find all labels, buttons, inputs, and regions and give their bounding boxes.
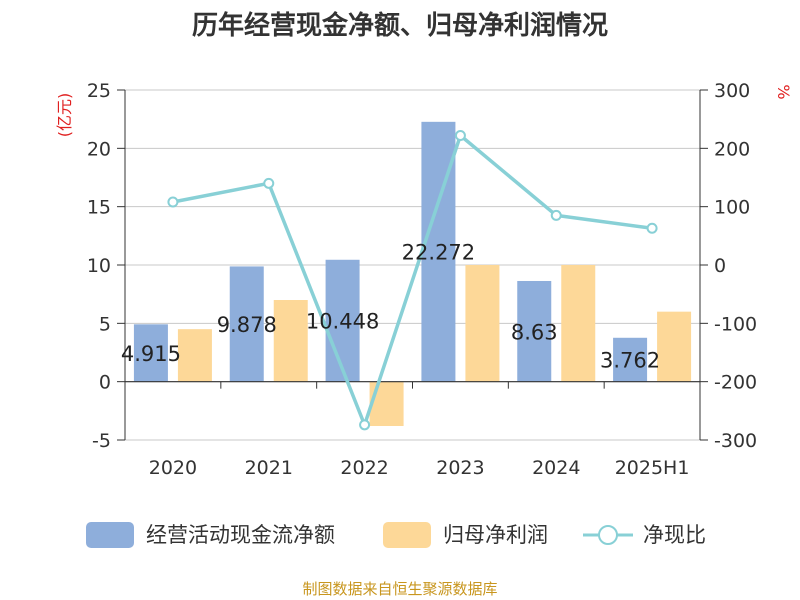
- y-right-tick-label: -200: [714, 372, 757, 394]
- cash-flow-data-label: 22.272: [402, 241, 475, 265]
- legend-swatch-ratio-marker: [598, 525, 618, 545]
- ratio-line: [167, 130, 658, 431]
- bar-net-profit: [465, 265, 500, 382]
- y-left-unit: (亿元): [55, 93, 74, 138]
- x-tick-label: 2021: [245, 457, 293, 479]
- ratio-point: [359, 419, 371, 431]
- y-left-tick-label: -5: [92, 430, 111, 452]
- cash-flow-data-label: 8.63: [511, 320, 558, 344]
- y-right-tick-label: 300: [714, 80, 750, 102]
- y-right-tick-label: 0: [714, 255, 726, 277]
- y-right-tick-label: -300: [714, 430, 757, 452]
- y-left-tick-label: 10: [87, 255, 111, 277]
- y-left-tick-label: 25: [87, 80, 111, 102]
- bar-cash-flow: [229, 266, 264, 382]
- bar-net-profit: [657, 311, 692, 382]
- axes: -5 0 5 10 15 20 25 -300 -200 -100 0 100 200 300 2020 20…: [87, 80, 757, 479]
- bar-net-profit: [177, 329, 212, 382]
- cash-flow-data-label: 10.448: [306, 310, 379, 334]
- bar-net-profit: [561, 265, 596, 382]
- source-note: 制图数据来自恒生聚源数据库: [302, 580, 497, 598]
- ratio-point: [550, 209, 562, 221]
- y-right-tick-label: 200: [714, 138, 750, 160]
- x-tick-label: 2022: [340, 457, 388, 479]
- bar-net-profit: [369, 381, 404, 426]
- chart-title: 历年经营现金净额、归母净利润情况: [192, 10, 608, 41]
- y-left-tick-label: 5: [99, 313, 111, 335]
- bar-net-profit: [273, 300, 308, 382]
- ratio-point: [454, 130, 466, 141]
- y-right-unit: %: [774, 84, 793, 99]
- y-left-tick-label: 0: [99, 372, 111, 394]
- bars: [133, 121, 692, 426]
- bar-cash-flow: [325, 259, 360, 382]
- legend-label-net-profit: 归母净利润: [443, 523, 548, 547]
- cash-flow-data-label: 3.762: [600, 349, 660, 373]
- x-tick-label: 2023: [436, 457, 484, 479]
- ratio-point: [646, 222, 658, 234]
- y-left-tick-label: 20: [87, 138, 111, 160]
- legend-label-cash-flow: 经营活动现金流净额: [146, 523, 335, 547]
- y-right-tick-label: -100: [714, 313, 757, 335]
- x-tick-label: 2025H1: [615, 457, 690, 479]
- legend-swatch-net-profit: [383, 522, 431, 548]
- bar-cash-flow: [613, 337, 648, 382]
- y-right-tick-label: 100: [714, 197, 750, 219]
- x-tick-label: 2020: [149, 457, 197, 479]
- x-tick-label: 2024: [532, 457, 580, 479]
- cash-flow-data-label: 9.878: [217, 313, 277, 337]
- ratio-point: [167, 196, 179, 208]
- cash-flow-data-label: 4.915: [121, 342, 181, 366]
- bar-cash-flow: [133, 324, 168, 382]
- ratio-series-line: [172, 133, 653, 427]
- legend-swatch-cash-flow: [86, 522, 134, 548]
- legend: 经营活动现金流净额 归母净利润 净现比: [86, 522, 706, 548]
- bar-cash-flow: [517, 280, 552, 382]
- data-labels: 4.915 9.878 10.448 22.272 8.63 3.762: [121, 241, 660, 373]
- legend-label-ratio: 净现比: [643, 523, 706, 547]
- y-left-tick-label: 15: [87, 197, 111, 219]
- ratio-point: [263, 177, 275, 189]
